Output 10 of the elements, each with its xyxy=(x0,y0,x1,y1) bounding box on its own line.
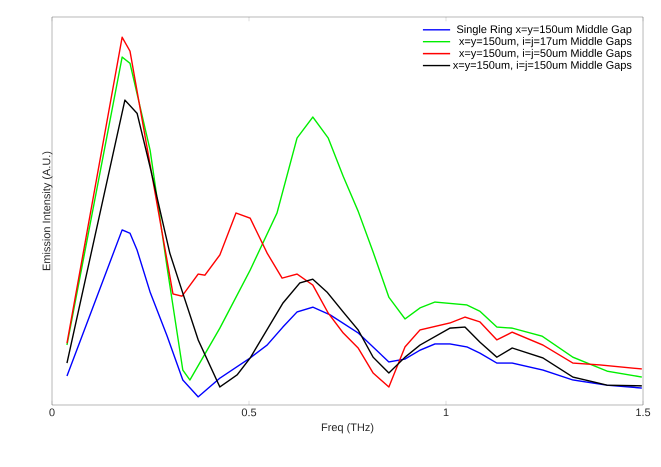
legend-label: x=y=150um, i=j=17um Middle Gaps xyxy=(459,36,632,48)
legend-label: x=y=150um, i=j=50um Middle Gaps xyxy=(459,48,632,60)
x-tick-label: 0.5 xyxy=(242,408,256,416)
y-axis-title: Emission Intensity (A.U.) xyxy=(42,152,52,270)
x-tick-label: 1.5 xyxy=(636,408,650,416)
x-tick-label: 0 xyxy=(49,408,55,416)
legend-label: x=y=150um, i=j=150um Middle Gaps xyxy=(452,60,632,72)
x-axis-title: Freq (THz) xyxy=(322,423,374,434)
x-tick-label: 1 xyxy=(444,408,449,416)
legend-label: Single Ring x=y=150um Middle Gap xyxy=(456,25,632,36)
